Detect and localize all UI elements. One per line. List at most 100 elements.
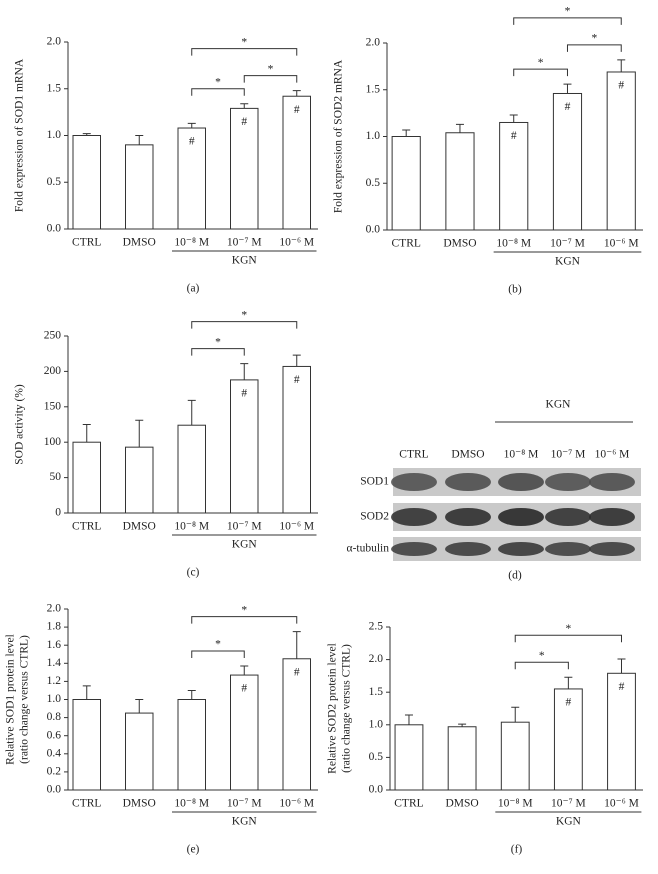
bar [282,658,311,791]
blot-band [498,473,544,491]
group-label: KGN [555,256,581,268]
bar [445,132,475,231]
blot-column-label: CTRL [399,449,428,461]
y-tick-label: 1.0 [47,693,62,705]
blot-row-label: α-tubulin [347,543,390,555]
bar-label: # [294,666,300,678]
error-bar [563,83,572,94]
significance-bracket [191,321,298,329]
blot-band [445,542,491,556]
x-tick-label: 10⁻⁶ M [279,237,314,249]
x-tick-label: 10⁻⁸ M [498,798,533,810]
blot-band [589,508,635,526]
significance-label: * [268,63,274,75]
bar [177,699,206,791]
error-bar [458,723,467,727]
error-bar [82,685,91,700]
blot-band [589,473,635,491]
x-tick-label: 10⁻⁷ M [227,798,262,810]
x-tick-label: CTRL [72,798,101,810]
error-bar [292,354,301,367]
panel-label: (f) [511,844,523,856]
y-tick-label: 2.0 [47,36,62,48]
y-tick-label: 1.0 [366,130,381,142]
y-tick-label: 150 [44,400,62,412]
bar [391,136,421,231]
x-tick-label: 10⁻⁷ M [227,237,262,249]
significance-label: * [539,650,545,662]
significance-bracket [191,88,245,96]
error-bar [564,676,573,689]
significance-bracket [513,17,622,25]
y-tick-label: 1.4 [47,657,62,669]
y-tick-label: 1.5 [366,83,381,95]
bar-label: # [294,104,300,116]
bar-label: # [241,388,247,400]
bar [282,95,311,230]
significance-bracket [514,661,569,670]
error-bar [511,706,520,723]
error-bar [82,424,91,443]
y-axis-label: Fold expression of SOD2 mRNA [333,59,345,213]
y-axis-label: Fold expression of SOD1 mRNA [14,58,26,212]
y-tick-label: 1.0 [369,718,384,730]
x-tick-label: CTRL [394,798,423,810]
significance-bracket [191,348,245,356]
y-axis-label: Relative SOD2 protein level [327,643,339,774]
bar-label: # [618,80,624,92]
y-axis-label: Relative SOD1 protein level [5,634,17,765]
blot-band [391,508,437,526]
blot-band [391,473,437,491]
y-tick-label: 0.4 [47,747,62,759]
y-tick-label: 1.8 [47,621,62,633]
bar-label: # [511,130,517,142]
bar [177,424,206,514]
blot-band [545,542,591,556]
bar [553,688,583,791]
y-tick-label: 0.0 [47,784,62,796]
error-bar [404,714,413,725]
significance-label: * [538,57,544,69]
x-tick-label: 10⁻⁶ M [279,521,314,533]
x-tick-label: DMSO [123,521,156,533]
bar [607,672,636,791]
bar [72,135,101,230]
error-bar [187,122,196,129]
x-tick-label: 10⁻⁷ M [550,238,585,250]
error-bar [135,699,144,714]
bar-label: # [294,374,300,386]
x-tick-label: DMSO [443,238,476,250]
blot-band [545,473,591,491]
error-bar [240,665,249,676]
bar-label: # [565,697,571,709]
y-axis-label: SOD activity (%) [14,384,26,465]
error-bar [135,419,144,448]
blot-band [498,508,544,526]
bar [552,92,583,231]
y-tick-label: 0.0 [366,224,381,236]
error-bar [455,123,464,133]
y-tick-label: 1.6 [47,639,62,651]
blot-band [545,508,591,526]
significance-bracket [243,75,298,83]
x-tick-label: 10⁻⁸ M [174,521,209,533]
x-tick-label: CTRL [392,238,421,250]
group-label: KGN [232,255,258,267]
bar [282,365,311,514]
bar [125,144,154,230]
significance-label: * [241,309,247,321]
blot-band [589,542,635,556]
error-bar [135,135,144,145]
panel-label: (c) [187,567,200,579]
y-tick-label: 0.5 [369,751,384,763]
blot-band [391,542,437,556]
significance-label: * [565,623,571,635]
bar-label: # [189,136,195,148]
blot-column-label: 10⁻⁸ M [504,449,539,461]
blot-column-label: 10⁻⁶ M [595,449,630,461]
bar [230,107,259,230]
y-tick-label: 2.0 [369,653,384,665]
error-bar [187,399,196,426]
y-tick-label: 2.0 [47,603,62,615]
